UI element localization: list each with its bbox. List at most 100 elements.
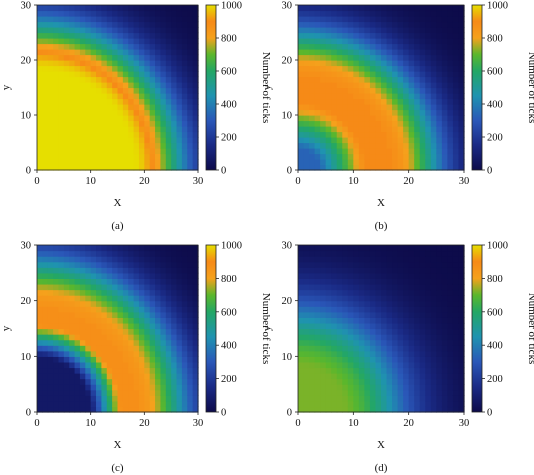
- heatmap-cell: [171, 71, 178, 78]
- heatmap-cell: [403, 104, 410, 111]
- heatmap-cell: [112, 142, 119, 149]
- heatmap-cell: [369, 367, 377, 374]
- heatmap-cell: [112, 389, 119, 396]
- heatmap-cell: [320, 126, 327, 133]
- heatmap-cell: [181, 350, 188, 357]
- heatmap-cell: [436, 27, 443, 34]
- heatmap-cell: [106, 361, 113, 369]
- heatmap-cell: [47, 295, 54, 302]
- heatmap-cell: [42, 109, 49, 116]
- heatmap-cell: [160, 49, 167, 56]
- heatmap-cell: [358, 120, 365, 127]
- heatmap-cell: [47, 328, 54, 335]
- heatmap-cell: [171, 322, 178, 330]
- heatmap-cell: [155, 164, 162, 171]
- heatmap-cell: [392, 322, 399, 330]
- heatmap-cell: [192, 317, 199, 324]
- heatmap-cell: [397, 261, 404, 268]
- heatmap-cell: [353, 126, 360, 133]
- heatmap-cell: [171, 300, 178, 307]
- heatmap-cell: [381, 384, 388, 391]
- heatmap-cell: [53, 373, 60, 380]
- heatmap-cell: [392, 164, 399, 171]
- heatmap-cell: [128, 272, 135, 279]
- heatmap-cell: [309, 115, 316, 122]
- heatmap-cell: [192, 16, 199, 23]
- heatmap-cell: [430, 345, 437, 352]
- heatmap-cell: [79, 283, 86, 291]
- heatmap-cell: [128, 328, 135, 335]
- heatmap-cell: [106, 60, 113, 67]
- heatmap-cell: [47, 339, 54, 346]
- heatmap-cell: [403, 60, 410, 67]
- heatmap-cell: [419, 159, 426, 166]
- heatmap-cell: [320, 10, 327, 17]
- heatmap-cell: [144, 98, 151, 105]
- heatmap-cell: [96, 322, 102, 330]
- heatmap-cell: [336, 148, 343, 155]
- heatmap-cell: [430, 361, 437, 369]
- heatmap-cell: [314, 27, 321, 34]
- heatmap-cell: [425, 367, 432, 374]
- heatmap-cell: [53, 60, 60, 67]
- heatmap-cell: [386, 267, 393, 274]
- heatmap-cell: [392, 261, 399, 268]
- heatmap-cell: [181, 395, 188, 402]
- heatmap-cell: [392, 109, 399, 116]
- heatmap-cell: [155, 283, 162, 291]
- heatmap-cell: [441, 49, 448, 56]
- heatmap-cell: [320, 16, 327, 23]
- heatmap-cell: [187, 245, 194, 252]
- heatmap-cell: [74, 283, 81, 291]
- heatmap-cell: [149, 131, 156, 138]
- heatmap-cell: [331, 32, 338, 39]
- heatmap-cell: [176, 395, 183, 402]
- heatmap-cell: [85, 384, 92, 391]
- heatmap-cell: [117, 148, 124, 155]
- heatmap-cell: [58, 32, 65, 39]
- heatmap-cell: [414, 334, 421, 341]
- heatmap-cell: [397, 159, 404, 166]
- heatmap-cell: [353, 32, 360, 39]
- heatmap-cell: [364, 395, 371, 402]
- heatmap-cell: [63, 164, 70, 171]
- heatmap-cell: [414, 60, 421, 67]
- heatmap-cell: [358, 21, 365, 28]
- heatmap-cell: [138, 49, 145, 56]
- heatmap-cell: [79, 142, 86, 149]
- heatmap-cell: [298, 21, 305, 28]
- heatmap-cell: [47, 406, 54, 413]
- heatmap-cell: [314, 148, 321, 155]
- heatmap-cell: [430, 137, 437, 144]
- heatmap-cell: [128, 350, 135, 357]
- heatmap-cell: [419, 137, 426, 144]
- heatmap-cell: [181, 148, 188, 155]
- heatmap-cell: [458, 272, 465, 279]
- heatmap-cell: [336, 21, 343, 28]
- heatmap-cell: [58, 345, 65, 352]
- heatmap-cell: [155, 126, 162, 133]
- heatmap-cell: [347, 378, 354, 385]
- heatmap-cell: [101, 367, 108, 374]
- heatmap-cell: [58, 54, 65, 61]
- heatmap-cell: [101, 104, 108, 111]
- heatmap-cell: [160, 278, 167, 285]
- heatmap-cell: [128, 267, 135, 274]
- heatmap-cell: [309, 256, 316, 263]
- heatmap-cell: [458, 339, 465, 346]
- heatmap-cell: [452, 93, 460, 100]
- heatmap-cell: [342, 256, 349, 263]
- heatmap-cell: [144, 395, 151, 402]
- heatmap-cell: [452, 60, 460, 67]
- heatmap-cell: [155, 378, 162, 385]
- heatmap-cell: [47, 98, 54, 105]
- heatmap-cell: [331, 148, 338, 155]
- heatmap-cell: [298, 400, 305, 408]
- heatmap-cell: [69, 328, 76, 335]
- heatmap-cell: [458, 10, 465, 17]
- heatmap-cell: [414, 306, 421, 313]
- heatmap-cell: [90, 311, 97, 318]
- heatmap-cell: [386, 395, 393, 402]
- heatmap-cell: [408, 322, 415, 330]
- heatmap-cell: [447, 27, 454, 34]
